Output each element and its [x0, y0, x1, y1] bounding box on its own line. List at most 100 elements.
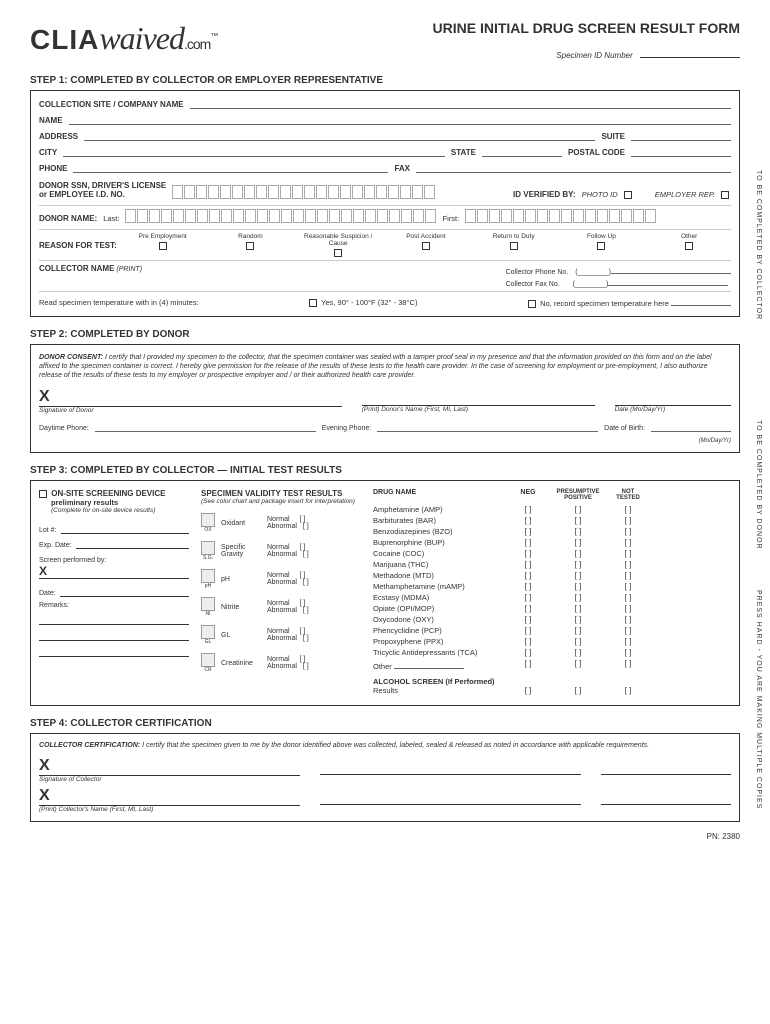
drug-neg-checkbox[interactable]: [ ]: [503, 549, 553, 558]
cert-line2[interactable]: [320, 757, 581, 775]
dob-input[interactable]: [651, 422, 731, 432]
drug-not-checkbox[interactable]: [ ]: [603, 604, 653, 613]
drug-neg-checkbox[interactable]: [ ]: [503, 593, 553, 602]
abnormal-checkbox[interactable]: [ ]: [303, 579, 309, 586]
reason-checkbox[interactable]: [159, 242, 167, 250]
alcohol-pos[interactable]: [ ]: [553, 686, 603, 695]
reason-checkbox[interactable]: [685, 242, 693, 250]
drug-pos-checkbox[interactable]: [ ]: [553, 637, 603, 646]
abnormal-checkbox[interactable]: [ ]: [303, 523, 309, 530]
drug-pos-checkbox[interactable]: [ ]: [553, 626, 603, 635]
drug-pos-checkbox[interactable]: [ ]: [553, 593, 603, 602]
other-neg[interactable]: [ ]: [503, 659, 553, 671]
postal-input[interactable]: [631, 147, 731, 157]
drug-neg-checkbox[interactable]: [ ]: [503, 527, 553, 536]
reason-checkbox[interactable]: [334, 249, 342, 257]
donor-signature-line[interactable]: X: [39, 388, 342, 407]
drug-not-checkbox[interactable]: [ ]: [603, 571, 653, 580]
drug-not-checkbox[interactable]: [ ]: [603, 593, 653, 602]
abnormal-checkbox[interactable]: [ ]: [303, 663, 309, 670]
drug-pos-checkbox[interactable]: [ ]: [553, 648, 603, 657]
normal-checkbox[interactable]: [ ]: [300, 656, 306, 663]
normal-checkbox[interactable]: [ ]: [300, 544, 306, 551]
name-input[interactable]: [69, 115, 731, 125]
exp-input[interactable]: [76, 539, 189, 549]
drug-pos-checkbox[interactable]: [ ]: [553, 560, 603, 569]
drug-neg-checkbox[interactable]: [ ]: [503, 538, 553, 547]
validity-box[interactable]: [201, 653, 215, 667]
photo-id-checkbox[interactable]: [624, 191, 632, 199]
state-input[interactable]: [482, 147, 562, 157]
drug-neg-checkbox[interactable]: [ ]: [503, 615, 553, 624]
cert-line5[interactable]: [320, 787, 581, 805]
collector-fax-input[interactable]: [608, 276, 728, 286]
alcohol-neg[interactable]: [ ]: [503, 686, 553, 695]
validity-box[interactable]: [201, 569, 215, 583]
drug-not-checkbox[interactable]: [ ]: [603, 582, 653, 591]
drug-pos-checkbox[interactable]: [ ]: [553, 571, 603, 580]
drug-not-checkbox[interactable]: [ ]: [603, 560, 653, 569]
drug-pos-checkbox[interactable]: [ ]: [553, 604, 603, 613]
specimen-id-line[interactable]: [640, 57, 740, 58]
temp-yes-checkbox[interactable]: [309, 299, 317, 307]
drug-pos-checkbox[interactable]: [ ]: [553, 549, 603, 558]
drug-not-checkbox[interactable]: [ ]: [603, 538, 653, 547]
drug-neg-checkbox[interactable]: [ ]: [503, 604, 553, 613]
drug-pos-checkbox[interactable]: [ ]: [553, 582, 603, 591]
drug-neg-checkbox[interactable]: [ ]: [503, 582, 553, 591]
collector-print-line[interactable]: X: [39, 787, 300, 806]
normal-checkbox[interactable]: [ ]: [300, 572, 306, 579]
normal-checkbox[interactable]: [ ]: [300, 600, 306, 607]
normal-checkbox[interactable]: [ ]: [300, 628, 306, 635]
drug-neg-checkbox[interactable]: [ ]: [503, 505, 553, 514]
employer-rep-checkbox[interactable]: [721, 191, 729, 199]
drug-pos-checkbox[interactable]: [ ]: [553, 505, 603, 514]
lot-input[interactable]: [61, 524, 189, 534]
validity-box[interactable]: [201, 597, 215, 611]
remarks-line3[interactable]: [39, 645, 189, 657]
other-not[interactable]: [ ]: [603, 659, 653, 671]
fax-input[interactable]: [416, 163, 731, 173]
other-pos[interactable]: [ ]: [553, 659, 603, 671]
drug-pos-checkbox[interactable]: [ ]: [553, 615, 603, 624]
screen-by-sig[interactable]: X: [39, 564, 189, 579]
reason-checkbox[interactable]: [422, 242, 430, 250]
reason-checkbox[interactable]: [510, 242, 518, 250]
drug-not-checkbox[interactable]: [ ]: [603, 637, 653, 646]
collector-signature-line[interactable]: X: [39, 757, 300, 776]
evening-input[interactable]: [377, 422, 598, 432]
validity-box[interactable]: [201, 625, 215, 639]
drug-not-checkbox[interactable]: [ ]: [603, 505, 653, 514]
validity-box[interactable]: [201, 513, 215, 527]
drug-neg-checkbox[interactable]: [ ]: [503, 648, 553, 657]
drug-neg-checkbox[interactable]: [ ]: [503, 560, 553, 569]
donor-print-name-input[interactable]: [362, 388, 595, 406]
remarks-line1[interactable]: [39, 613, 189, 625]
temp-record-input[interactable]: [671, 296, 731, 306]
drug-not-checkbox[interactable]: [ ]: [603, 626, 653, 635]
abnormal-checkbox[interactable]: [ ]: [303, 635, 309, 642]
drug-pos-checkbox[interactable]: [ ]: [553, 516, 603, 525]
reason-checkbox[interactable]: [246, 242, 254, 250]
date-input[interactable]: [615, 388, 731, 406]
daytime-input[interactable]: [95, 422, 316, 432]
validity-box[interactable]: [201, 541, 215, 555]
city-input[interactable]: [63, 147, 445, 157]
reason-checkbox[interactable]: [597, 242, 605, 250]
remarks-line2[interactable]: [39, 629, 189, 641]
first-name-boxes[interactable]: [465, 209, 656, 223]
drug-not-checkbox[interactable]: [ ]: [603, 615, 653, 624]
cert-line3[interactable]: [601, 757, 731, 775]
drug-neg-checkbox[interactable]: [ ]: [503, 516, 553, 525]
last-name-boxes[interactable]: [125, 209, 436, 223]
cert-line6[interactable]: [601, 787, 731, 805]
other-drug-input[interactable]: [394, 659, 464, 669]
drug-neg-checkbox[interactable]: [ ]: [503, 637, 553, 646]
donor-id-boxes[interactable]: [172, 185, 435, 199]
phone-input[interactable]: [73, 163, 388, 173]
suite-input[interactable]: [631, 131, 731, 141]
drug-neg-checkbox[interactable]: [ ]: [503, 626, 553, 635]
drug-pos-checkbox[interactable]: [ ]: [553, 527, 603, 536]
address-input[interactable]: [84, 131, 595, 141]
drug-not-checkbox[interactable]: [ ]: [603, 549, 653, 558]
